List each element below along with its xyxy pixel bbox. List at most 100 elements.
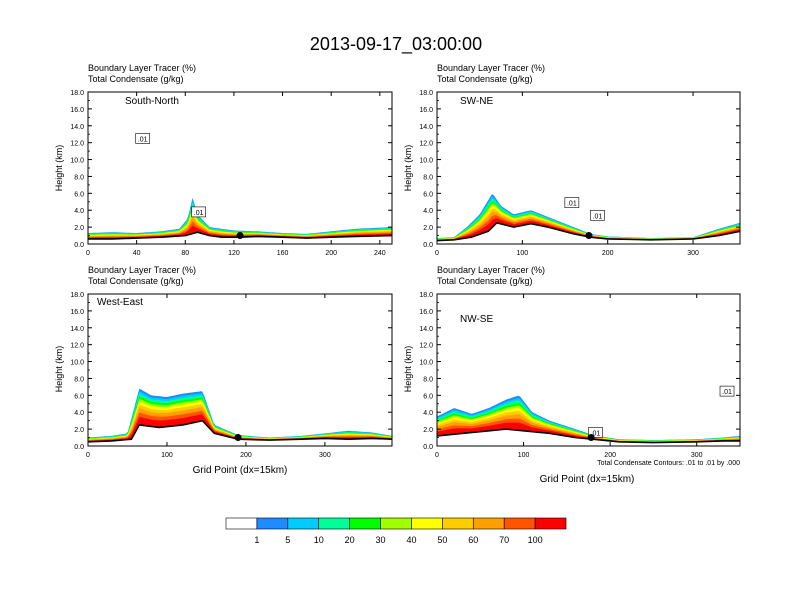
y-tick-label: 10.0	[70, 360, 84, 367]
y-tick-label: 10.0	[419, 158, 433, 165]
contour-label-text: .01	[567, 201, 577, 208]
y-tick-label: 6.0	[74, 191, 84, 198]
contour-label: .01	[588, 427, 603, 438]
panel-west-east: Boundary Layer Tracer (%) Total Condensa…	[54, 265, 393, 476]
contour-label-text: .01	[722, 389, 732, 396]
colorbar-tick-label: 5	[285, 535, 290, 545]
x-tick-label: 0	[435, 250, 439, 257]
location-marker	[236, 232, 244, 240]
x-tick-label: 40	[133, 250, 141, 257]
y-tick-label: 14.0	[419, 124, 433, 131]
contour-label: .01	[191, 206, 206, 218]
terrain-line	[437, 222, 740, 242]
panel-label: SW-NE	[460, 96, 493, 107]
colorbar-tick-label: 100	[528, 535, 543, 545]
y-axis-label: Height (km)	[403, 346, 413, 393]
y-tick-label: 12.0	[70, 343, 84, 350]
colorbar-swatch	[503, 517, 536, 530]
x-tick-label: 100	[517, 250, 529, 257]
x-axis-label: Grid Point (dx=15km)	[540, 474, 635, 485]
x-tick-label: 80	[181, 250, 189, 257]
x-tick-label: 200	[240, 452, 252, 459]
panel-sw-ne: Boundary Layer Tracer (%) Total Condensa…	[403, 63, 741, 257]
colorbar-swatch	[380, 517, 412, 530]
y-tick-label: 2.0	[74, 225, 84, 232]
contour-label: .01	[590, 209, 605, 221]
contour-label-text: .01	[591, 430, 601, 437]
y-tick-label: 0.0	[74, 444, 84, 451]
x-tick-label: 200	[604, 452, 616, 459]
y-tick-label: 6.0	[423, 393, 433, 400]
x-tick-label: 0	[86, 452, 90, 459]
colorbar-swatch	[411, 517, 443, 530]
panel-subtitle-2: Total Condensate (g/kg)	[88, 74, 184, 84]
y-tick-label: 6.0	[74, 393, 84, 400]
x-tick-label: 100	[161, 452, 173, 459]
plot-layers: .01 .01	[88, 133, 392, 244]
y-tick-label: 0.0	[423, 242, 433, 249]
y-axis-label: Height (km)	[403, 145, 413, 192]
location-marker	[234, 434, 242, 442]
y-tick-label: 10.0	[70, 158, 84, 165]
y-tick-label: 8.0	[74, 376, 84, 383]
colorbar-tick-label: 50	[437, 535, 447, 545]
panel-south-north: Boundary Layer Tracer (%) Total Condensa…	[54, 63, 393, 257]
x-tick-label: 200	[602, 250, 614, 257]
colorbar-swatch	[318, 517, 350, 530]
panel-subtitle-1: Boundary Layer Tracer (%)	[437, 265, 545, 275]
colorbar-swatch	[225, 517, 258, 530]
y-tick-label: 4.0	[74, 208, 84, 215]
contour-label-box	[564, 197, 580, 208]
y-tick-label: 14.0	[70, 124, 84, 131]
colorbar-swatch	[349, 517, 381, 530]
location-marker	[585, 232, 593, 240]
contour-label-text: .01	[593, 213, 603, 220]
colorbar-tick-label: 30	[376, 535, 386, 545]
plot-area: .01 .01 0.0 2.0 4.0 6.0 8.0 10.0 12.0 14.0 16.0 18.…	[419, 292, 741, 459]
y-tick-label: 12.0	[70, 141, 84, 148]
plot-layers: .01 .01	[437, 194, 740, 244]
panel-label: South-North	[125, 96, 179, 107]
colorbar-tick-label: 60	[468, 535, 478, 545]
panel-subtitle-1: Boundary Layer Tracer (%)	[437, 63, 545, 73]
y-axis-label: Height (km)	[54, 145, 64, 192]
x-tick-label: 300	[319, 452, 331, 459]
colorbar-swatch	[472, 517, 505, 530]
y-tick-label: 4.0	[74, 410, 84, 417]
plot-frame	[87, 91, 393, 245]
x-tick-label: 300	[691, 452, 703, 459]
y-tick-label: 12.0	[419, 141, 433, 148]
y-tick-label: 16.0	[419, 107, 433, 114]
panel-label: NW-SE	[460, 314, 493, 325]
y-tick-label: 16.0	[70, 107, 84, 114]
plot-area: 0.0 2.0 4.0 6.0 8.0 10.0 12.0 14.0 16.0 18.0 0 100 2…	[70, 292, 393, 459]
panel-nw-se: Boundary Layer Tracer (%) Total Condensa…	[403, 265, 741, 485]
y-tick-label: 10.0	[419, 360, 433, 367]
plot-area: .01 .01 0.0 2.0 4.0 6.0 8.0 10.0 12.0 14.0 16.0 18.…	[70, 90, 393, 257]
y-tick-label: 16.0	[70, 309, 84, 316]
x-tick-label: 160	[277, 250, 289, 257]
x-tick-label: 120	[228, 250, 240, 257]
terrain-fill	[437, 429, 740, 446]
colorbar-tick-label: 40	[406, 535, 416, 545]
contour-label-box	[191, 206, 206, 218]
colorbar-swatch	[287, 517, 320, 530]
y-tick-label: 2.0	[74, 427, 84, 434]
terrain-line	[88, 419, 392, 443]
x-tick-label: 240	[374, 250, 386, 257]
plot-layers	[88, 388, 392, 446]
y-tick-label: 2.0	[423, 225, 433, 232]
y-tick-label: 18.0	[70, 90, 84, 97]
y-tick-label: 18.0	[70, 292, 84, 299]
location-marker	[587, 434, 595, 442]
colorbar: 1 5 10 20 30 40 50 60 70 100	[225, 517, 567, 545]
colorbar-swatch	[442, 517, 474, 530]
terrain-fill	[437, 222, 740, 244]
panel-subtitle-2: Total Condensate (g/kg)	[88, 276, 184, 286]
y-tick-label: 2.0	[423, 427, 433, 434]
contour-label-box	[719, 385, 735, 397]
contour-label: .01	[564, 197, 580, 208]
panel-subtitle-1: Boundary Layer Tracer (%)	[88, 63, 196, 73]
y-axis-label: Height (km)	[54, 346, 64, 393]
